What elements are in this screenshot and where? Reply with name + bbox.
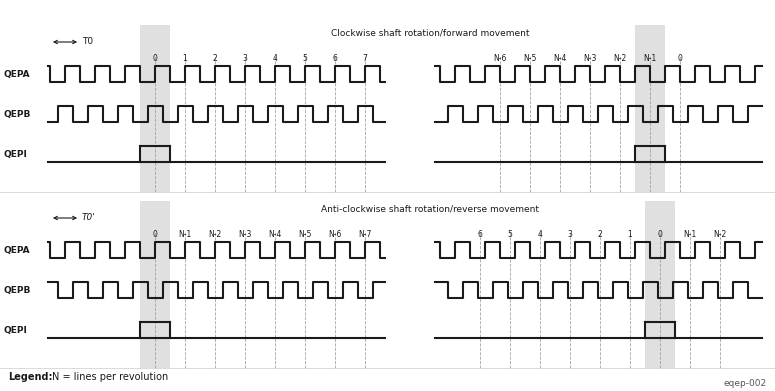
Text: QEPI: QEPI: [3, 325, 27, 334]
Bar: [140, 201, 170, 368]
Text: 0: 0: [153, 230, 157, 239]
Text: 5: 5: [302, 54, 308, 63]
Text: N-5: N-5: [298, 230, 312, 239]
Text: 4: 4: [538, 230, 542, 239]
Text: N-1: N-1: [643, 54, 656, 63]
Text: N-6: N-6: [329, 230, 342, 239]
Text: Legend:: Legend:: [8, 372, 53, 382]
Text: 7: 7: [363, 54, 367, 63]
Bar: [140, 25, 170, 192]
Text: 0: 0: [153, 54, 157, 63]
Text: T0: T0: [82, 36, 93, 45]
Text: N-2: N-2: [613, 54, 627, 63]
Text: 2: 2: [212, 54, 217, 63]
Text: N-2: N-2: [208, 230, 222, 239]
Text: 4: 4: [273, 54, 277, 63]
Text: 6: 6: [332, 54, 337, 63]
Text: 0: 0: [677, 54, 683, 63]
Text: QEPI: QEPI: [3, 149, 27, 158]
Text: N-6: N-6: [494, 54, 507, 63]
Text: T0': T0': [82, 212, 96, 221]
Text: QEPB: QEPB: [3, 285, 30, 294]
Text: QEPA: QEPA: [3, 70, 29, 79]
Text: QEPB: QEPB: [3, 109, 30, 118]
Text: QEPA: QEPA: [3, 246, 29, 255]
Text: 5: 5: [508, 230, 512, 239]
Text: 1: 1: [183, 54, 188, 63]
Text: N-4: N-4: [553, 54, 567, 63]
Text: N-4: N-4: [268, 230, 281, 239]
Text: Anti-clockwise shaft rotation/reverse movement: Anti-clockwise shaft rotation/reverse mo…: [321, 204, 539, 213]
Text: 6: 6: [477, 230, 482, 239]
Bar: [645, 201, 675, 368]
Text: N = lines per revolution: N = lines per revolution: [52, 372, 168, 382]
Text: N-7: N-7: [358, 230, 372, 239]
Text: 3: 3: [567, 230, 573, 239]
Text: N-1: N-1: [178, 230, 191, 239]
Text: eqep-002: eqep-002: [724, 378, 767, 387]
Text: N-2: N-2: [713, 230, 727, 239]
Text: N-5: N-5: [523, 54, 536, 63]
Text: N-3: N-3: [239, 230, 252, 239]
Text: 3: 3: [243, 54, 247, 63]
Text: Clockwise shaft rotation/forward movement: Clockwise shaft rotation/forward movemen…: [331, 28, 529, 37]
Bar: [635, 25, 665, 192]
Text: 0: 0: [657, 230, 663, 239]
Text: N-1: N-1: [684, 230, 697, 239]
Text: 2: 2: [598, 230, 602, 239]
Text: N-3: N-3: [584, 54, 597, 63]
Text: 1: 1: [628, 230, 632, 239]
